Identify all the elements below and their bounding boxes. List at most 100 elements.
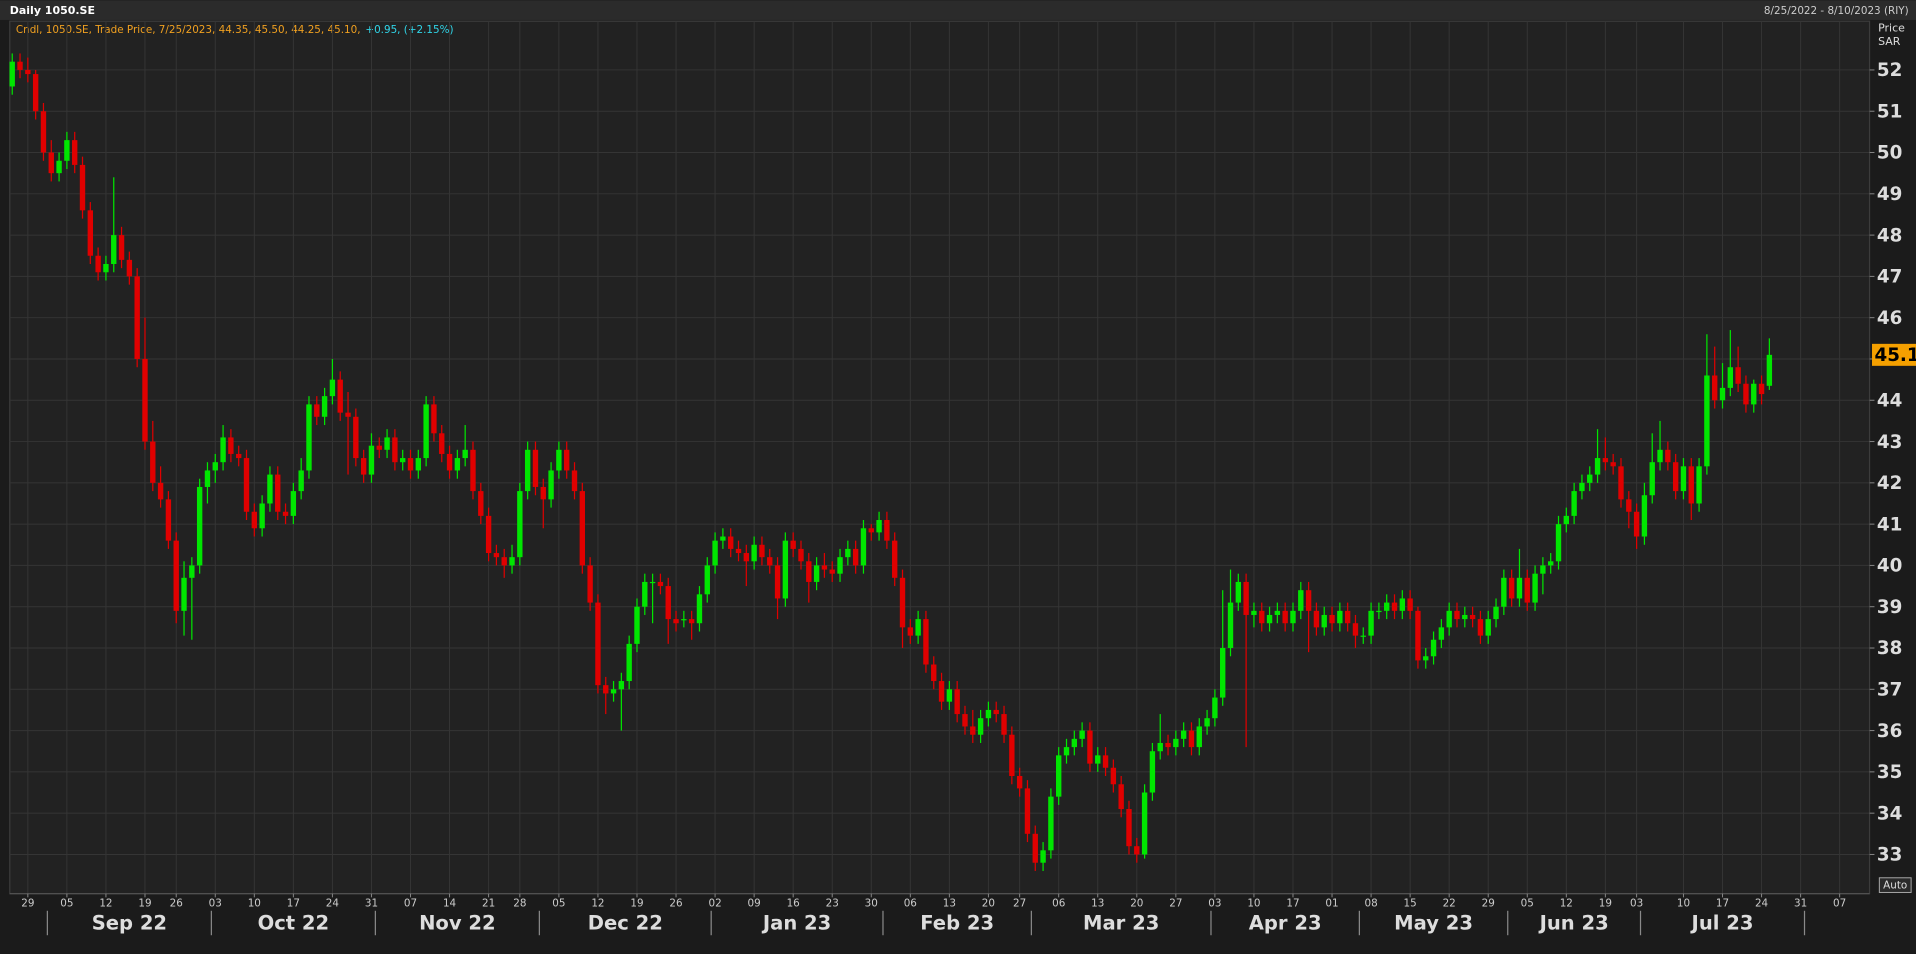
candle-body: [415, 458, 422, 471]
month-label: Sep 22: [92, 912, 167, 935]
candle-body: [1571, 491, 1577, 516]
candle-body: [868, 528, 874, 533]
candle-body: [1751, 383, 1757, 405]
candle-body: [321, 396, 328, 417]
candle-body: [1016, 776, 1023, 789]
candle-body: [1454, 610, 1460, 620]
candle-body: [290, 491, 297, 516]
candle-body: [837, 557, 843, 574]
x-tick-label: 19: [1599, 897, 1612, 909]
auto-button[interactable]: [1878, 877, 1912, 893]
candle-body: [517, 491, 523, 558]
candle-body: [298, 470, 304, 492]
candle-body: [1157, 742, 1163, 752]
candle-body: [1196, 726, 1202, 748]
candle-body: [1040, 850, 1046, 863]
y-axis-title: Price: [1878, 22, 1905, 35]
candle-body: [118, 235, 125, 260]
candle-body: [17, 61, 23, 70]
candle-body: [360, 458, 367, 475]
candle-body: [931, 664, 937, 682]
plot-area: [9, 20, 1871, 895]
axes: 3334353637383940414243444546474849505152…: [9, 60, 1916, 936]
candle-body: [314, 404, 320, 417]
candle-body: [603, 685, 609, 694]
candle-body: [1087, 730, 1093, 764]
candle-body: [157, 482, 164, 500]
x-tick-label: 16: [787, 897, 800, 909]
x-tick-label: 26: [669, 897, 682, 909]
month-label: Jan 23: [761, 912, 831, 935]
candle-body: [306, 404, 312, 471]
candle-body: [642, 581, 648, 607]
candle-body: [1360, 635, 1366, 637]
x-tick-label: 29: [1482, 897, 1495, 909]
y-tick-label: 33: [1877, 845, 1902, 866]
x-tick-label: 13: [943, 897, 956, 909]
candle-body: [1423, 656, 1429, 661]
candle-body: [915, 619, 921, 636]
candle-body: [532, 449, 539, 487]
candle-body: [462, 449, 468, 459]
x-tick-label: 08: [1364, 897, 1377, 909]
x-tick-label: 03: [1630, 897, 1643, 909]
candle-body: [1110, 767, 1117, 785]
candle-body: [829, 569, 835, 574]
candle-body: [1290, 610, 1296, 624]
candle-body: [743, 553, 750, 562]
candle-body: [1618, 466, 1624, 500]
candle-body: [1696, 466, 1702, 504]
candle-body: [173, 540, 179, 611]
candle-body: [1758, 383, 1765, 395]
candle-body: [243, 458, 250, 512]
candle-body: [1368, 610, 1374, 636]
candle-body: [64, 140, 70, 161]
y-tick-label: 43: [1877, 432, 1902, 453]
candle-body: [1266, 614, 1273, 624]
candle-body: [1532, 573, 1538, 603]
x-tick-label: 19: [630, 897, 643, 909]
x-tick-label: 23: [826, 897, 839, 909]
legend-change: +0.95, (+2.15%): [365, 24, 453, 36]
x-tick-label: 05: [552, 897, 565, 909]
candle-body: [681, 619, 687, 621]
candle-body: [884, 520, 890, 541]
candle-body: [509, 557, 515, 566]
auto-button-label[interactable]: Auto: [1883, 880, 1907, 892]
candle-body: [9, 61, 15, 87]
x-tick-label: 09: [748, 897, 761, 909]
x-tick-label: 06: [904, 897, 917, 909]
candle-body: [634, 606, 640, 644]
y-tick-label: 41: [1877, 514, 1902, 535]
price-tag: [1872, 343, 1916, 366]
x-tick-label: 12: [1560, 897, 1573, 909]
candle-body: [1704, 375, 1710, 467]
x-tick-label: 10: [1677, 897, 1690, 909]
x-tick-label: 20: [982, 897, 995, 909]
y-tick-label: 39: [1877, 597, 1902, 618]
candle-body: [1048, 796, 1054, 851]
candle-body: [1657, 449, 1663, 463]
candle-body: [782, 540, 789, 599]
candle-body: [821, 565, 828, 570]
candle-body: [1274, 610, 1281, 615]
candle-body: [1516, 577, 1523, 599]
x-tick-label: 19: [138, 897, 151, 909]
x-tick-label: 05: [60, 897, 73, 909]
candle-body: [1633, 511, 1640, 537]
candle-body: [1727, 367, 1734, 388]
candle-body: [1579, 482, 1585, 492]
candle-body: [103, 264, 109, 273]
candle-body: [1056, 755, 1062, 797]
candle-body: [1587, 474, 1593, 483]
candle-body: [860, 528, 867, 566]
candle-body: [267, 474, 273, 504]
candle-body: [1344, 610, 1351, 624]
candle-body: [1649, 462, 1655, 496]
date-range: 8/25/2022 - 8/10/2023 (RIY): [1764, 5, 1909, 17]
candle-body: [485, 515, 492, 554]
candle-body: [798, 548, 804, 562]
candle-body: [1524, 577, 1530, 603]
